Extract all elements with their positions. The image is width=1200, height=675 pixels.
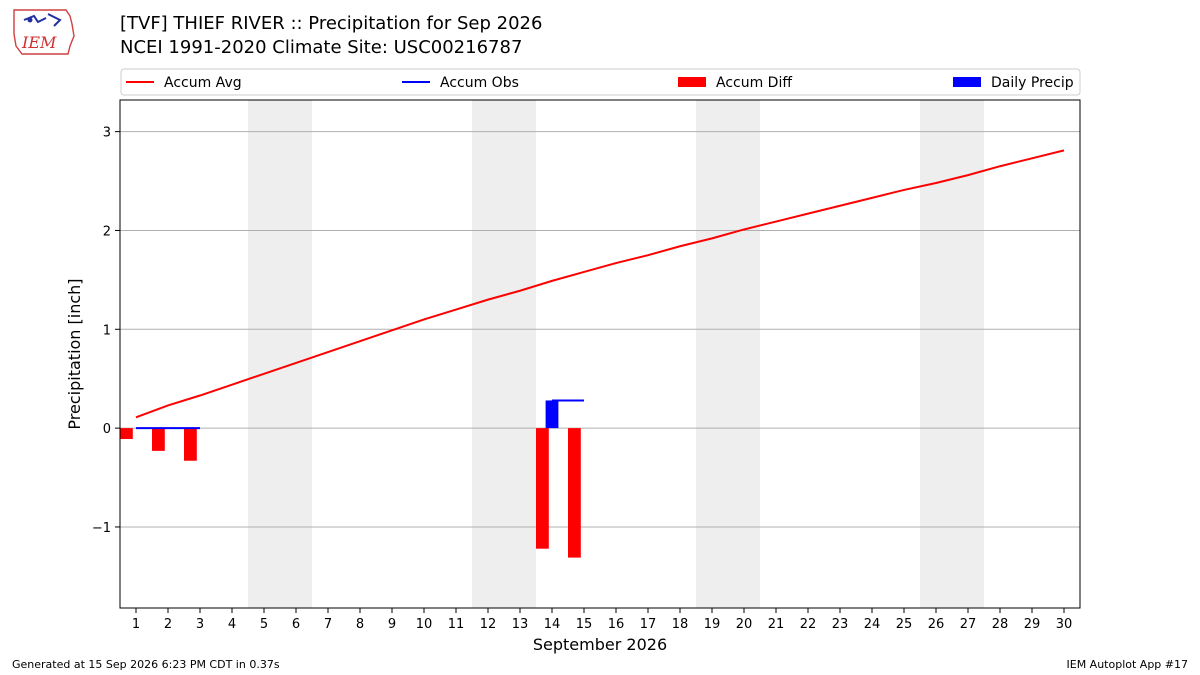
weekend-shade: [920, 100, 984, 608]
y-tick-label: 0: [103, 422, 111, 437]
legend-frame: [120, 68, 1081, 96]
legend-label: Daily Precip: [991, 75, 1074, 91]
x-tick-label: 4: [228, 617, 236, 632]
x-tick-label: 14: [544, 617, 561, 632]
y-tick-label: 1: [103, 323, 111, 338]
accum-diff-bar: [536, 428, 549, 549]
x-tick-label: 13: [512, 617, 529, 632]
x-tick-label: 19: [704, 617, 721, 632]
accum-avg-line: [135, 149, 1065, 419]
logo-text: IEM: [21, 33, 57, 52]
x-tick-label: 28: [992, 617, 1009, 632]
x-tick-label: 22: [800, 617, 817, 632]
x-tick-label: 1: [132, 617, 140, 632]
x-tick-label: 29: [1024, 617, 1041, 632]
x-tick-label: 23: [832, 617, 849, 632]
x-tick-label: 2: [164, 617, 172, 632]
accum-diff-bar: [184, 428, 197, 461]
x-tick-label: 24: [864, 617, 881, 632]
x-tick-label: 8: [356, 617, 364, 632]
plot-frame: [119, 99, 1081, 609]
legend-patch-swatch: [678, 77, 706, 87]
x-tick-label: 7: [324, 617, 332, 632]
weekend-shade: [472, 100, 536, 608]
x-tick-label: 5: [260, 617, 268, 632]
accum-diff-bar: [152, 428, 165, 451]
x-tick-label: 27: [960, 617, 977, 632]
accum-diff-bar: [120, 428, 133, 439]
y-tick-label: 3: [103, 126, 111, 141]
x-axis-label: September 2026: [533, 635, 667, 654]
legend-label: Accum Obs: [440, 75, 519, 91]
x-tick-label: 16: [608, 617, 625, 632]
x-tick-label: 3: [196, 617, 204, 632]
legend: Accum Avg Accum Obs Accum Diff Daily Precip: [120, 68, 1081, 96]
x-tick-label: 26: [928, 617, 945, 632]
y-axis-label: Precipitation [inch]: [65, 278, 84, 429]
x-tick-label: 21: [768, 617, 785, 632]
daily-precip-bar: [545, 400, 559, 429]
x-tick-label: 11: [448, 617, 465, 632]
x-tick-label: 18: [672, 617, 689, 632]
x-tick-label: 25: [896, 617, 913, 632]
chart-subtitle: NCEI 1991-2020 Climate Site: USC00216787: [120, 37, 523, 58]
weekend-shade: [696, 100, 760, 608]
y-tick-label: −1: [92, 521, 111, 536]
accum-diff-bar: [568, 428, 581, 558]
x-tick-label: 6: [292, 617, 300, 632]
legend-patch-swatch: [953, 77, 981, 87]
y-tick-label: 2: [103, 224, 111, 239]
x-tick-label: 17: [640, 617, 657, 632]
x-tick-label: 10: [416, 617, 433, 632]
x-tick-label: 12: [480, 617, 497, 632]
chart-title: [TVF] THIEF RIVER :: Precipitation for S…: [120, 13, 543, 34]
x-tick-label: 15: [576, 617, 593, 632]
legend-label: Accum Avg: [164, 75, 242, 91]
app-credit: IEM Autoplot App #17: [1066, 658, 1189, 671]
legend-label: Accum Diff: [716, 75, 792, 91]
weekend-shade: [248, 100, 312, 608]
x-tick-label: 9: [388, 617, 396, 632]
x-tick-label: 20: [736, 617, 753, 632]
x-tick-label: 30: [1056, 617, 1073, 632]
generated-timestamp: Generated at 15 Sep 2026 6:23 PM CDT in …: [12, 658, 280, 671]
iem-logo: IEM: [13, 9, 75, 55]
